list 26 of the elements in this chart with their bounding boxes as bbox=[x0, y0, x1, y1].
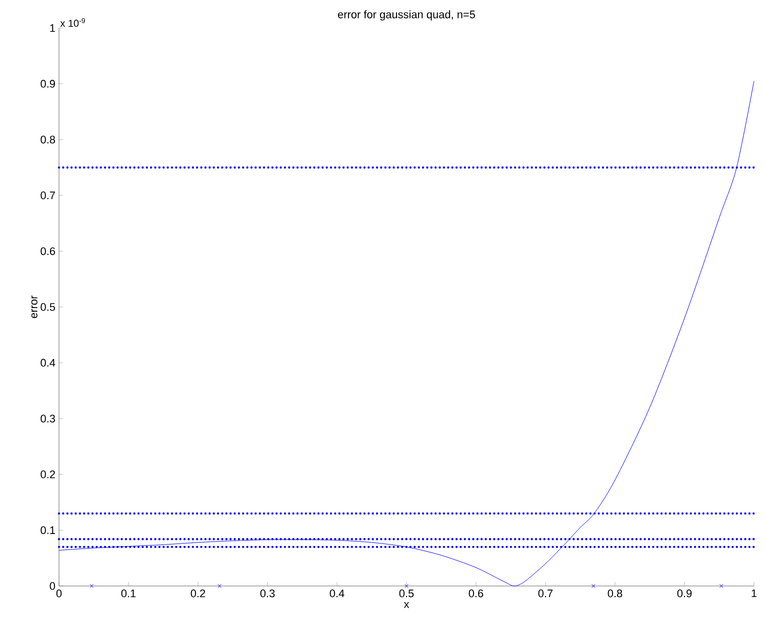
y-tick-label: 0.1 bbox=[40, 526, 55, 534]
y-tick-label: 0.6 bbox=[40, 247, 56, 256]
x-tick-label: 0.6 bbox=[468, 590, 484, 598]
x-tick-label: 0.3 bbox=[260, 590, 275, 598]
y-tick-label: 0.5 bbox=[40, 303, 56, 311]
x-tick-label: 0.9 bbox=[677, 590, 692, 598]
y-tick-label: 0.2 bbox=[40, 470, 55, 478]
chart-title: error for gaussian quad, n=5 bbox=[338, 10, 476, 20]
x-tick-label: 0.1 bbox=[121, 590, 136, 598]
x-tick-label: 1 bbox=[752, 590, 757, 598]
text: x 10$^{-9}$ bbox=[60, 18, 85, 27]
x-axis-title: x bbox=[404, 602, 410, 608]
y-tick-label: 0.3 bbox=[40, 414, 56, 422]
x-tick-label: 0.5 bbox=[399, 590, 414, 598]
y-tick-label: 0.8 bbox=[40, 136, 56, 144]
y-tick-label: 0.9 bbox=[40, 80, 55, 88]
y-axis-title: error bbox=[31, 296, 38, 318]
y-tick-label: 0.4 bbox=[40, 358, 56, 367]
y-tick-label: 0.7 bbox=[40, 192, 55, 200]
y-tick-label: 0 bbox=[50, 582, 56, 590]
x-tick-label: 0.4 bbox=[330, 590, 344, 598]
x-tick-label: 0.2 bbox=[190, 590, 206, 598]
y-tick-label: 1 bbox=[50, 24, 55, 32]
x-tick-label: 0.8 bbox=[608, 590, 622, 598]
x-tick-label: 0 bbox=[56, 590, 62, 598]
x-tick-label: 0.7 bbox=[538, 590, 553, 598]
